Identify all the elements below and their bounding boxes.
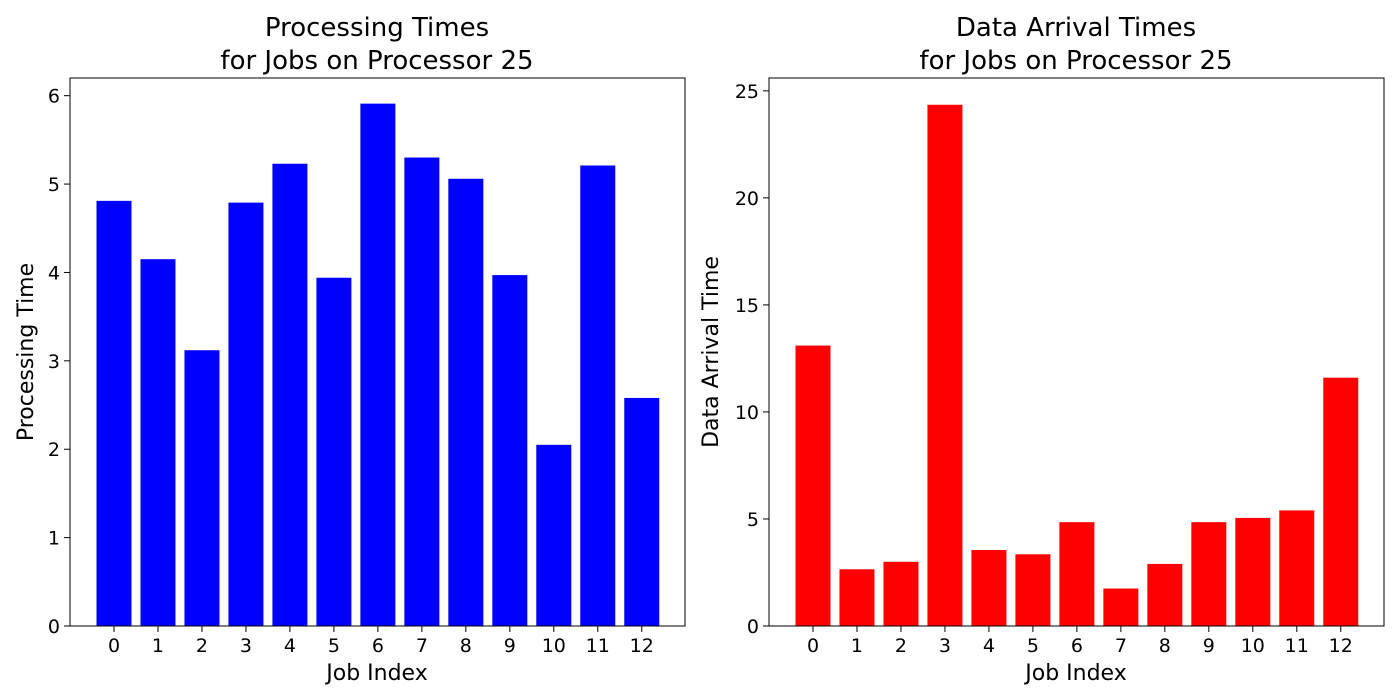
x-axis-label: Job Index <box>324 661 427 686</box>
bars <box>795 104 1359 626</box>
bar-job-5 <box>316 277 352 626</box>
x-tick-label: 8 <box>1159 635 1171 657</box>
plot-frame <box>69 77 686 627</box>
x-tick-label: 10 <box>542 635 566 657</box>
x-tick-label: 2 <box>895 635 907 657</box>
plot-frame <box>768 77 1385 627</box>
bar-job-2 <box>184 350 220 626</box>
x-tick-label: 3 <box>939 635 951 657</box>
y-tick-label: 0 <box>48 616 60 638</box>
x-tick-label: 6 <box>372 635 384 657</box>
bar-job-5 <box>1015 554 1051 626</box>
y-tick-label: 0 <box>747 616 759 638</box>
y-tick-label: 4 <box>48 262 60 284</box>
chart-title-line-1: Data Arrival Times <box>956 13 1196 43</box>
y-tick-label: 2 <box>48 439 60 461</box>
bar-job-4 <box>971 550 1007 626</box>
x-tick-label: 12 <box>1329 635 1353 657</box>
y-tick-label: 6 <box>48 86 60 108</box>
bar-job-7 <box>1103 588 1139 626</box>
chart-processing-times: Processing Times for Jobs on Processor 2… <box>14 13 686 686</box>
x-tick-label: 3 <box>240 635 252 657</box>
y-tick-label: 1 <box>48 528 60 550</box>
y-axis-label: Data Arrival Time <box>699 256 724 448</box>
y-axis-label: Processing Time <box>14 263 39 441</box>
bar-job-3 <box>228 202 264 626</box>
x-axis-ticks: 0 1 2 3 4 5 6 7 8 9 10 11 12 <box>108 626 654 657</box>
y-tick-label: 5 <box>48 174 60 196</box>
x-tick-label: 4 <box>983 635 995 657</box>
bar-job-7 <box>404 157 440 627</box>
bar-job-11 <box>580 165 616 626</box>
bar-job-10 <box>536 444 572 626</box>
bar-job-6 <box>360 103 396 626</box>
x-tick-label: 9 <box>504 635 516 657</box>
x-tick-label: 9 <box>1203 635 1215 657</box>
bar-job-4 <box>272 163 308 627</box>
x-tick-label: 11 <box>1285 635 1309 657</box>
x-tick-label: 12 <box>630 635 654 657</box>
bar-job-0 <box>96 200 132 627</box>
bar-job-10 <box>1235 517 1271 626</box>
bar-job-8 <box>448 178 484 626</box>
x-axis-ticks: 0 1 2 3 4 5 6 7 8 9 10 11 12 <box>807 626 1353 657</box>
x-tick-label: 7 <box>416 635 428 657</box>
x-tick-label: 10 <box>1241 635 1265 657</box>
y-tick-label: 20 <box>735 188 759 210</box>
bars <box>96 103 660 627</box>
bar-job-12 <box>624 397 660 626</box>
y-tick-label: 3 <box>48 351 60 373</box>
x-tick-label: 1 <box>851 635 863 657</box>
chart-title-line-2: for Jobs on Processor 25 <box>919 46 1232 76</box>
x-tick-label: 7 <box>1115 635 1127 657</box>
x-tick-label: 4 <box>284 635 296 657</box>
y-axis-ticks: 0 1 2 3 4 5 6 <box>48 86 70 638</box>
bar-job-6 <box>1059 522 1095 626</box>
bar-job-12 <box>1323 377 1359 626</box>
x-tick-label: 6 <box>1071 635 1083 657</box>
x-tick-label: 5 <box>1027 635 1039 657</box>
y-tick-label: 25 <box>735 81 759 103</box>
x-axis-label: Job Index <box>1023 661 1126 686</box>
bar-job-9 <box>1191 522 1227 626</box>
x-tick-label: 0 <box>108 635 120 657</box>
y-axis-ticks: 0 5 10 15 20 25 <box>735 81 769 638</box>
bar-job-1 <box>839 569 875 626</box>
bar-job-3 <box>927 104 963 626</box>
x-tick-label: 1 <box>152 635 164 657</box>
chart-title-line-2: for Jobs on Processor 25 <box>220 46 533 76</box>
y-tick-label: 15 <box>735 295 759 317</box>
bar-job-1 <box>140 259 176 626</box>
chart-title-line-1: Processing Times <box>265 13 489 43</box>
bar-job-11 <box>1279 510 1315 626</box>
bar-job-9 <box>492 275 528 626</box>
chart-data-arrival-times: Data Arrival Times for Jobs on Processor… <box>699 13 1385 686</box>
x-tick-label: 8 <box>460 635 472 657</box>
x-tick-label: 0 <box>807 635 819 657</box>
x-tick-label: 2 <box>196 635 208 657</box>
bar-job-2 <box>883 561 919 626</box>
x-tick-label: 11 <box>586 635 610 657</box>
bar-job-0 <box>795 345 831 626</box>
y-tick-label: 5 <box>747 509 759 531</box>
x-tick-label: 5 <box>328 635 340 657</box>
bar-job-8 <box>1147 563 1183 626</box>
y-tick-label: 10 <box>735 402 759 424</box>
